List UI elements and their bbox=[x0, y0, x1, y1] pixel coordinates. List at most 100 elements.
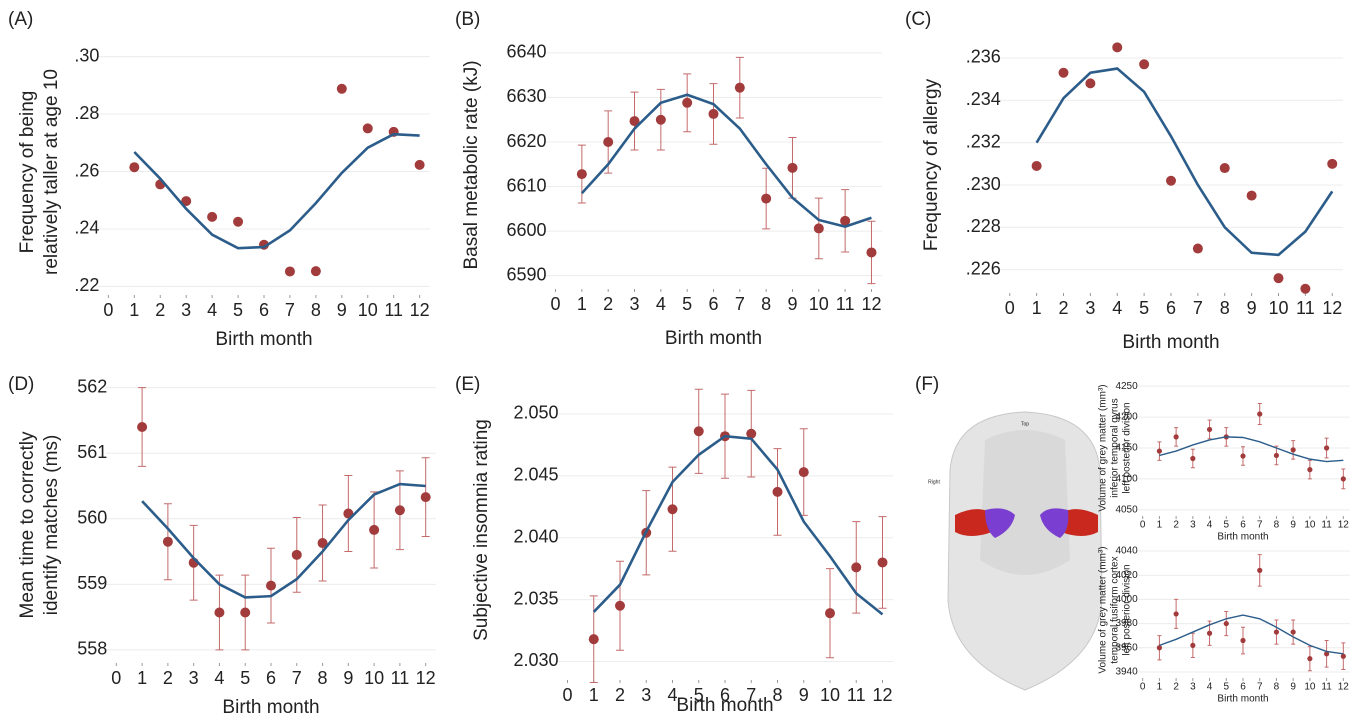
data-point bbox=[1166, 175, 1176, 186]
x-tick-label: 11 bbox=[1321, 520, 1332, 531]
data-point bbox=[629, 116, 640, 127]
y-tick-label: 4020 bbox=[1115, 570, 1138, 581]
x-tick-label: 7 bbox=[285, 300, 295, 320]
data-point bbox=[1307, 467, 1313, 473]
x-tick-label: 5 bbox=[1224, 682, 1230, 693]
x-tick-label: 0 bbox=[551, 294, 561, 314]
data-point bbox=[734, 82, 745, 93]
x-tick-label: 2 bbox=[603, 294, 613, 314]
y-axis-label: Volume of grey matter (mm³) bbox=[1098, 384, 1109, 511]
data-point bbox=[798, 467, 809, 478]
panel-label: (A) bbox=[8, 9, 33, 30]
y-tick-label: 4050 bbox=[1115, 504, 1138, 515]
data-point bbox=[1173, 434, 1179, 440]
region-red bbox=[1061, 509, 1098, 536]
x-tick-label: 3 bbox=[181, 300, 191, 320]
panel-label: (C) bbox=[905, 9, 931, 30]
y-tick-label: 4000 bbox=[1115, 594, 1138, 605]
x-tick-label: 4 bbox=[207, 300, 217, 320]
brain-label: Right bbox=[928, 479, 940, 485]
x-axis-label: Birth month bbox=[665, 328, 762, 349]
y-axis-label: left posterior division bbox=[1122, 402, 1133, 493]
x-axis-label: Birth month bbox=[1217, 532, 1268, 543]
data-point bbox=[761, 193, 772, 204]
y-tick-label: 562 bbox=[77, 376, 107, 396]
y-tick-label: .24 bbox=[74, 218, 99, 238]
brain-label: Top bbox=[1021, 421, 1029, 427]
data-point bbox=[851, 562, 862, 573]
x-tick-label: 1 bbox=[1157, 682, 1163, 693]
data-point bbox=[266, 580, 276, 591]
x-tick-label: 8 bbox=[1220, 298, 1230, 318]
panel-label: (B) bbox=[455, 9, 480, 30]
data-point bbox=[1139, 59, 1150, 70]
x-tick-label: 11 bbox=[847, 685, 866, 705]
data-point bbox=[1273, 629, 1280, 635]
x-tick-label: 6 bbox=[1166, 298, 1176, 318]
y-tick-label: 2.030 bbox=[513, 650, 558, 670]
y-tick-label: 6630 bbox=[506, 86, 546, 106]
data-point bbox=[682, 97, 693, 108]
data-point bbox=[284, 266, 295, 277]
x-tick-label: 12 bbox=[861, 294, 881, 314]
data-point bbox=[1257, 411, 1263, 417]
data-point bbox=[588, 634, 599, 645]
data-point bbox=[317, 538, 328, 549]
y-tick-label: 2.045 bbox=[513, 465, 558, 485]
x-tick-label: 11 bbox=[384, 300, 403, 320]
x-tick-label: 2 bbox=[1173, 520, 1179, 531]
data-point bbox=[291, 549, 302, 560]
x-tick-label: 11 bbox=[836, 294, 855, 314]
data-point bbox=[1340, 653, 1346, 659]
data-point bbox=[1206, 426, 1213, 433]
y-tick-label: 4100 bbox=[1115, 474, 1138, 485]
y-axis-label: Subjective insomnia rating bbox=[471, 419, 492, 641]
x-tick-label: 4 bbox=[1207, 682, 1213, 693]
x-tick-label: 2 bbox=[1058, 298, 1068, 318]
x-tick-label: 10 bbox=[809, 294, 829, 314]
x-tick-label: 4 bbox=[1112, 298, 1122, 318]
x-tick-label: 10 bbox=[1268, 298, 1288, 318]
x-tick-label: 5 bbox=[1224, 520, 1230, 531]
x-tick-label: 3 bbox=[189, 668, 199, 688]
x-tick-label: 9 bbox=[337, 300, 347, 320]
x-axis-label: Birth month bbox=[215, 329, 312, 350]
data-point bbox=[813, 223, 824, 234]
x-tick-label: 3 bbox=[641, 685, 651, 705]
y-tick-label: 4200 bbox=[1115, 412, 1138, 423]
y-tick-label: 6640 bbox=[506, 42, 546, 62]
data-point bbox=[1173, 611, 1179, 617]
region-red bbox=[955, 509, 992, 536]
y-axis-label: identify matches (ms) bbox=[41, 435, 62, 616]
x-tick-label: 11 bbox=[391, 668, 410, 688]
x-tick-label: 9 bbox=[1290, 520, 1296, 531]
y-tick-label: .30 bbox=[74, 45, 99, 65]
y-tick-label: 560 bbox=[77, 508, 107, 528]
y-tick-label: 2.040 bbox=[513, 526, 558, 546]
x-tick-label: 1 bbox=[577, 294, 587, 314]
x-tick-label: 6 bbox=[1240, 682, 1246, 693]
y-tick-label: 6600 bbox=[506, 220, 546, 240]
x-tick-label: 11 bbox=[1296, 298, 1315, 318]
y-axis-label: Volume of grey matter (mm³) bbox=[1098, 546, 1109, 673]
x-tick-label: 11 bbox=[1321, 682, 1332, 693]
x-tick-label: 0 bbox=[1140, 682, 1146, 693]
y-axis-label: Frequency of being bbox=[17, 91, 38, 254]
data-point bbox=[181, 196, 192, 207]
data-point bbox=[746, 428, 757, 439]
y-axis-label: temporal fusiform cortex bbox=[1110, 556, 1121, 663]
x-tick-label: 3 bbox=[1190, 520, 1196, 531]
x-tick-label: 9 bbox=[1247, 298, 1257, 318]
x-axis-label: Birth month bbox=[1122, 332, 1219, 353]
data-point bbox=[866, 247, 877, 258]
data-point bbox=[576, 169, 587, 180]
data-point bbox=[1273, 273, 1284, 284]
x-tick-label: 4 bbox=[1207, 520, 1213, 531]
x-axis-label: Birth month bbox=[222, 697, 319, 718]
region-purple bbox=[985, 508, 1015, 538]
fit-line bbox=[580, 93, 872, 228]
x-tick-label: 0 bbox=[103, 300, 113, 320]
